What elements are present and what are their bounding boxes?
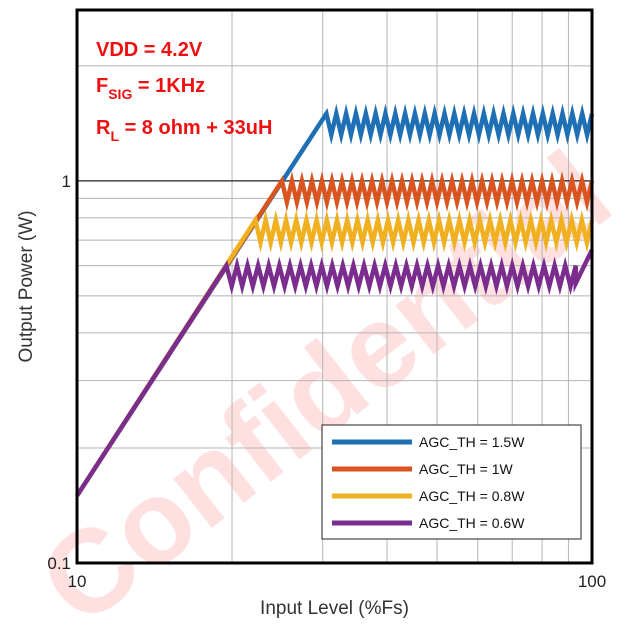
series-line-1 bbox=[75, 171, 595, 497]
x-axis-label: Input Level (%Fs) bbox=[260, 598, 409, 619]
series-line-2 bbox=[75, 209, 595, 497]
legend-label: AGC_TH = 0.6W bbox=[419, 515, 525, 531]
condition-annotation: VDD = 4.2V FSIG = 1KHz RL = 8 ohm + 33uH bbox=[96, 39, 272, 144]
series-group bbox=[75, 103, 595, 497]
legend-label: AGC_TH = 0.8W bbox=[419, 488, 525, 504]
series-line-0 bbox=[75, 103, 595, 497]
tick-labels: 10 100 0.1 1 bbox=[47, 172, 606, 591]
annotation-line-0: VDD = 4.2V bbox=[96, 39, 203, 61]
annotation-line-1: FSIG = 1KHz bbox=[96, 75, 205, 102]
annotation-line-2: RL = 8 ohm + 33uH bbox=[96, 117, 272, 144]
plot-frame bbox=[75, 8, 594, 565]
y-axis-label: Output Power (W) bbox=[16, 210, 37, 362]
legend-label: AGC_TH = 1.5W bbox=[419, 434, 525, 450]
series-line-3 bbox=[75, 248, 595, 497]
y-tick-label: 1 bbox=[62, 172, 71, 191]
y-tick-label: 0.1 bbox=[47, 554, 71, 573]
x-tick-label: 100 bbox=[578, 572, 606, 591]
legend-label: AGC_TH = 1W bbox=[419, 461, 514, 477]
x-tick-label: 10 bbox=[68, 572, 87, 591]
legend: AGC_TH = 1.5W AGC_TH = 1W AGC_TH = 0.8W AGC… bbox=[321, 424, 582, 540]
